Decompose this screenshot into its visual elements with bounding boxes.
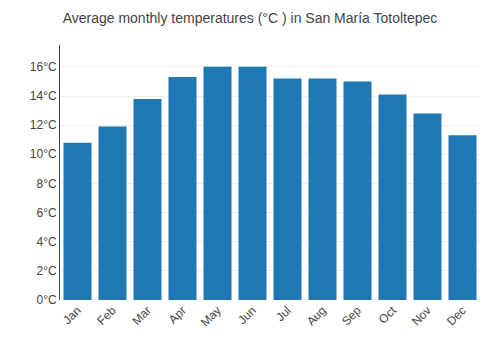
svg-text:0°C: 0°C	[36, 293, 56, 307]
svg-text:8°C: 8°C	[36, 177, 56, 191]
svg-text:6°C: 6°C	[36, 206, 56, 220]
svg-text:14°C: 14°C	[30, 89, 57, 103]
svg-text:May: May	[198, 303, 224, 329]
svg-text:Jun: Jun	[235, 303, 259, 327]
svg-text:Average monthly temperatures (: Average monthly temperatures (°C ) in Sa…	[63, 10, 438, 26]
svg-text:Oct: Oct	[376, 303, 400, 327]
svg-text:Apr: Apr	[166, 303, 189, 326]
svg-text:2°C: 2°C	[36, 264, 56, 278]
svg-text:Aug: Aug	[304, 303, 329, 328]
svg-text:12°C: 12°C	[30, 118, 57, 132]
svg-text:4°C: 4°C	[36, 235, 56, 249]
svg-text:Nov: Nov	[409, 303, 434, 328]
svg-text:Dec: Dec	[444, 303, 469, 328]
svg-text:16°C: 16°C	[30, 60, 57, 74]
svg-text:Sep: Sep	[339, 303, 364, 328]
svg-text:Feb: Feb	[94, 303, 119, 328]
svg-text:Mar: Mar	[129, 303, 154, 328]
svg-text:Jul: Jul	[273, 303, 294, 324]
svg-text:Jan: Jan	[60, 303, 84, 327]
svg-text:10°C: 10°C	[30, 147, 57, 161]
